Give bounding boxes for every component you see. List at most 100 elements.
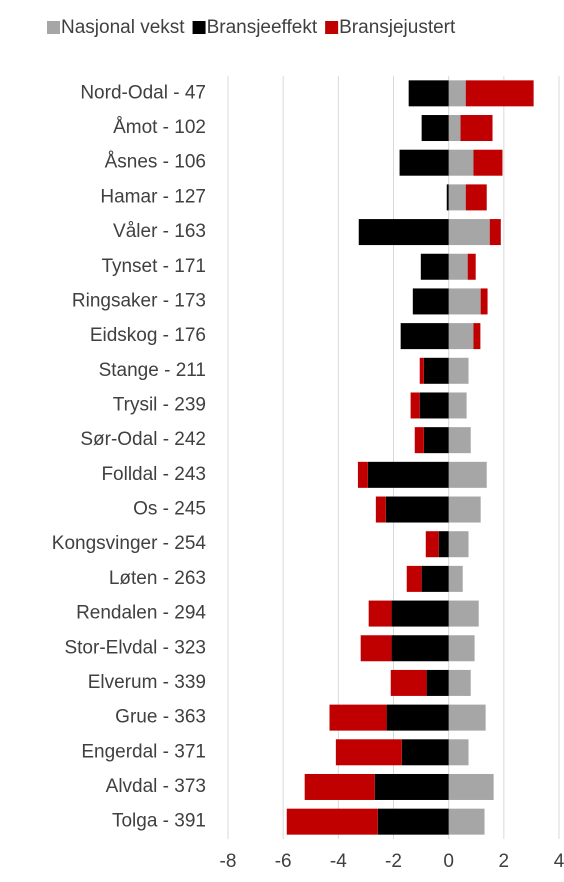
bar: [467, 253, 476, 280]
bar: [420, 253, 449, 280]
bar: [448, 149, 474, 176]
bar: [377, 808, 449, 835]
bar: [448, 80, 466, 107]
y-tick-label: Stor-Elvdal - 323: [64, 637, 206, 658]
bar: [374, 773, 449, 800]
x-tick-label: -2: [385, 851, 402, 872]
y-tick-label: Tynset - 171: [101, 256, 206, 277]
bar: [473, 323, 481, 350]
bar: [410, 392, 420, 419]
bar: [423, 427, 449, 454]
y-tick-label: Alvdal - 373: [106, 776, 206, 797]
bar: [335, 739, 402, 766]
bar: [426, 669, 449, 696]
bar: [460, 115, 493, 142]
legend-label: Nasjonal vekst: [61, 17, 185, 38]
bar: [448, 669, 471, 696]
bar: [419, 357, 424, 384]
bar: [385, 496, 449, 523]
x-tick-label: 2: [499, 851, 510, 872]
bar: [391, 600, 449, 627]
y-tick-label: Tolga - 391: [112, 811, 206, 832]
bar: [448, 704, 486, 731]
bar: [391, 635, 449, 662]
bar: [448, 323, 474, 350]
bar: [480, 288, 488, 315]
bar: [367, 461, 449, 488]
bar: [448, 808, 485, 835]
bar: [448, 288, 481, 315]
bar: [304, 773, 375, 800]
bar: [448, 739, 469, 766]
bar: [448, 600, 479, 627]
bar: [448, 253, 468, 280]
bar: [406, 565, 422, 592]
y-tick-label: Våler - 163: [113, 221, 206, 242]
legend-label: Bransjejustert: [339, 17, 456, 38]
x-tick-label: -8: [220, 851, 237, 872]
bar: [401, 739, 449, 766]
bar: [390, 669, 427, 696]
y-tick-label: Sør-Odal - 242: [80, 429, 206, 450]
y-tick-label: Løten - 263: [109, 568, 206, 589]
bar: [448, 496, 481, 523]
y-tick-label: Åmot - 102: [113, 117, 206, 138]
bar: [386, 704, 449, 731]
bar: [448, 184, 466, 211]
bar: [375, 496, 386, 523]
legend-swatch: [47, 21, 60, 34]
bar: [421, 115, 449, 142]
y-tick-label: Åsnes - 106: [105, 152, 206, 173]
legend-label: Bransjeeffekt: [207, 17, 318, 38]
bar: [448, 461, 487, 488]
y-tick-label: Engerdal - 371: [81, 741, 206, 762]
bar: [448, 565, 463, 592]
bar: [465, 80, 534, 107]
bar: [438, 531, 449, 558]
bar: [448, 427, 471, 454]
legend-swatch: [192, 21, 206, 34]
bar: [448, 115, 461, 142]
x-tick-label: -4: [330, 851, 347, 872]
bar: [399, 149, 449, 176]
y-tick-label: Grue - 363: [115, 707, 206, 728]
y-tick-label: Elverum - 339: [88, 672, 206, 693]
bar: [412, 288, 449, 315]
bar: [448, 635, 475, 662]
bar: [414, 427, 424, 454]
bar: [423, 357, 449, 384]
bar: [446, 184, 449, 211]
y-tick-label: Rendalen - 294: [76, 603, 206, 624]
bar: [448, 531, 469, 558]
y-tick-label: Stange - 211: [99, 360, 206, 381]
bar: [448, 392, 467, 419]
x-tick-label: 0: [443, 851, 454, 872]
bar: [286, 808, 378, 835]
bar: [465, 184, 487, 211]
bar: [448, 219, 490, 246]
y-tick-label: Kongsvinger - 254: [52, 533, 207, 554]
y-tick-label: Ringsaker - 173: [72, 290, 206, 311]
bar: [448, 773, 494, 800]
y-tick-label: Os - 245: [133, 499, 206, 520]
y-tick-label: Folldal - 243: [101, 464, 206, 485]
bar: [448, 357, 469, 384]
bar: [357, 461, 368, 488]
bar: [473, 149, 503, 176]
x-tick-label: -6: [275, 851, 292, 872]
y-tick-label: Nord-Odal - 47: [80, 82, 206, 103]
bar: [360, 635, 392, 662]
bar: [421, 565, 449, 592]
bar: [489, 219, 501, 246]
bar: [329, 704, 387, 731]
bar: [358, 219, 449, 246]
bar: [368, 600, 392, 627]
bar: [419, 392, 449, 419]
bar: [400, 323, 449, 350]
y-tick-label: Trysil - 239: [113, 394, 206, 415]
y-tick-label: Hamar - 127: [100, 186, 206, 207]
y-tick-label: Eidskog - 176: [90, 325, 206, 346]
bar: [408, 80, 449, 107]
bar: [425, 531, 439, 558]
